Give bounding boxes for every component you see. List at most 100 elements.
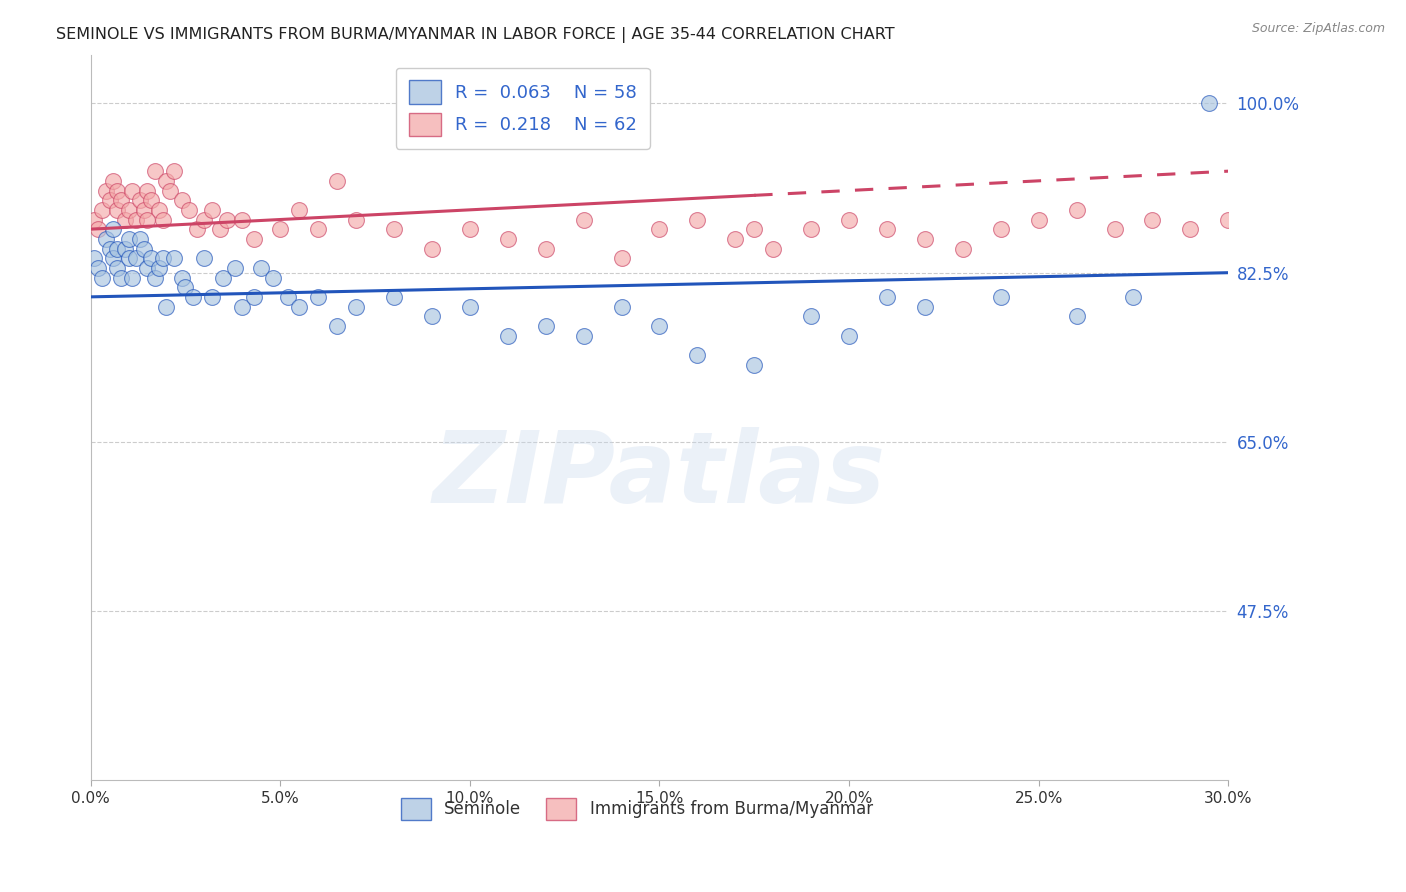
Point xyxy=(326,318,349,333)
Point xyxy=(105,202,128,217)
Point xyxy=(990,290,1012,304)
Point xyxy=(170,270,193,285)
Point xyxy=(648,222,671,236)
Point xyxy=(170,193,193,207)
Point xyxy=(129,193,152,207)
Point xyxy=(686,348,709,362)
Point xyxy=(876,222,898,236)
Point xyxy=(307,290,329,304)
Point xyxy=(103,174,125,188)
Point xyxy=(224,260,246,275)
Point xyxy=(762,242,785,256)
Point xyxy=(269,222,291,236)
Point xyxy=(1104,222,1126,236)
Point xyxy=(141,193,163,207)
Point xyxy=(914,300,936,314)
Point xyxy=(103,251,125,265)
Point xyxy=(141,251,163,265)
Point xyxy=(163,251,186,265)
Point xyxy=(148,202,170,217)
Point xyxy=(143,164,166,178)
Point xyxy=(458,222,481,236)
Point xyxy=(262,270,284,285)
Point xyxy=(94,232,117,246)
Point xyxy=(105,242,128,256)
Point xyxy=(87,260,110,275)
Legend: Seminole, Immigrants from Burma/Myanmar: Seminole, Immigrants from Burma/Myanmar xyxy=(394,791,879,826)
Point xyxy=(117,251,139,265)
Point xyxy=(152,251,174,265)
Point xyxy=(952,242,974,256)
Point xyxy=(876,290,898,304)
Point xyxy=(572,328,595,343)
Point xyxy=(212,270,235,285)
Point xyxy=(87,222,110,236)
Point xyxy=(83,251,105,265)
Point xyxy=(307,222,329,236)
Point xyxy=(105,260,128,275)
Point xyxy=(344,300,367,314)
Point xyxy=(724,232,747,246)
Point xyxy=(117,202,139,217)
Point xyxy=(686,212,709,227)
Point xyxy=(231,300,253,314)
Point xyxy=(132,242,155,256)
Point xyxy=(98,193,121,207)
Point xyxy=(838,328,860,343)
Point xyxy=(382,222,405,236)
Text: SEMINOLE VS IMMIGRANTS FROM BURMA/MYANMAR IN LABOR FORCE | AGE 35-44 CORRELATION: SEMINOLE VS IMMIGRANTS FROM BURMA/MYANMA… xyxy=(56,27,894,43)
Point xyxy=(136,184,159,198)
Point xyxy=(181,290,204,304)
Point xyxy=(1066,202,1088,217)
Point xyxy=(1066,309,1088,323)
Point xyxy=(800,222,823,236)
Point xyxy=(143,270,166,285)
Point xyxy=(420,242,443,256)
Point xyxy=(572,212,595,227)
Point xyxy=(1180,222,1202,236)
Point xyxy=(114,212,136,227)
Point xyxy=(534,318,557,333)
Point xyxy=(148,260,170,275)
Point xyxy=(155,300,177,314)
Point xyxy=(231,212,253,227)
Point xyxy=(277,290,299,304)
Point xyxy=(217,212,239,227)
Point xyxy=(159,184,181,198)
Point xyxy=(208,222,231,236)
Point xyxy=(91,202,114,217)
Point xyxy=(91,270,114,285)
Point xyxy=(800,309,823,323)
Point xyxy=(1142,212,1164,227)
Point xyxy=(94,184,117,198)
Point xyxy=(1198,96,1220,111)
Point xyxy=(242,290,264,304)
Point xyxy=(193,212,215,227)
Point xyxy=(98,242,121,256)
Point xyxy=(193,251,215,265)
Point xyxy=(420,309,443,323)
Point xyxy=(242,232,264,246)
Point xyxy=(117,232,139,246)
Point xyxy=(610,300,633,314)
Point xyxy=(648,318,671,333)
Point xyxy=(838,212,860,227)
Point xyxy=(742,358,765,372)
Point xyxy=(1028,212,1050,227)
Point xyxy=(1122,290,1144,304)
Point xyxy=(201,290,224,304)
Point xyxy=(155,174,177,188)
Point xyxy=(129,232,152,246)
Point xyxy=(163,164,186,178)
Point xyxy=(610,251,633,265)
Point xyxy=(121,184,143,198)
Point xyxy=(1218,212,1240,227)
Point xyxy=(382,290,405,304)
Point xyxy=(103,222,125,236)
Point xyxy=(288,202,311,217)
Text: Source: ZipAtlas.com: Source: ZipAtlas.com xyxy=(1251,22,1385,36)
Point xyxy=(110,193,132,207)
Point xyxy=(186,222,208,236)
Point xyxy=(110,270,132,285)
Point xyxy=(742,222,765,236)
